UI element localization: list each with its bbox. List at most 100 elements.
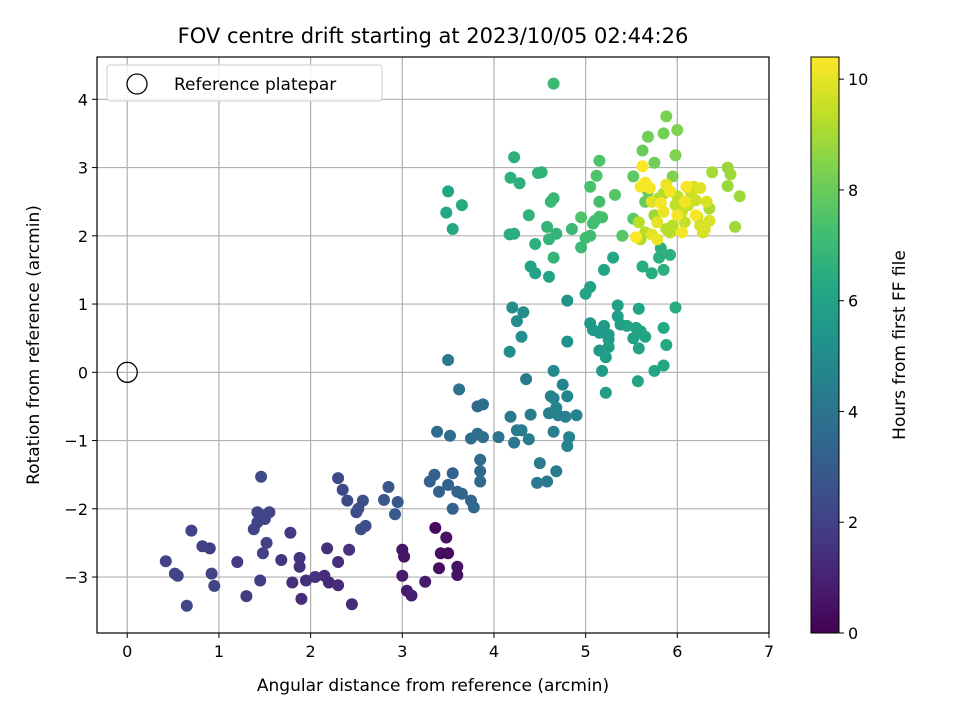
data-point (444, 429, 456, 442)
data-point (584, 180, 597, 193)
data-point (515, 424, 528, 437)
data-point (645, 267, 658, 280)
data-point (729, 220, 742, 233)
data-point (607, 251, 620, 264)
data-point (648, 156, 661, 169)
data-point (503, 345, 516, 358)
data-point (474, 453, 487, 466)
data-point (442, 547, 455, 560)
colorbar-tick-label: 8 (848, 181, 858, 200)
data-point (208, 579, 221, 592)
data-point (398, 550, 411, 563)
data-point (561, 390, 574, 403)
data-point (593, 154, 606, 167)
data-point (433, 562, 445, 575)
colorbar: 0 2 4 6 8 10 Hours from first FF file (810, 56, 910, 643)
data-point (185, 524, 198, 537)
x-tick-label: 3 (397, 642, 407, 661)
colorbar-tick-label: 6 (848, 292, 858, 311)
data-point (474, 465, 487, 478)
data-point (196, 540, 209, 553)
data-point (378, 493, 390, 506)
data-point (706, 166, 719, 179)
data-point (260, 536, 273, 549)
data-point (440, 531, 453, 544)
data-point (506, 301, 519, 314)
data-point (508, 227, 521, 240)
data-point (256, 547, 269, 560)
data-point (504, 171, 517, 184)
data-point (671, 124, 684, 136)
data-point (639, 330, 652, 343)
data-point (660, 110, 673, 123)
data-point (318, 569, 331, 582)
y-tick-label: −2 (64, 500, 88, 519)
data-point (440, 206, 453, 219)
y-tick-label: 2 (78, 227, 88, 246)
data-point (547, 251, 560, 264)
data-point (389, 508, 401, 521)
data-point (522, 209, 535, 222)
data-point (332, 472, 345, 485)
data-point (590, 169, 603, 182)
data-point (321, 542, 334, 555)
y-tick-label: 0 (78, 363, 88, 382)
data-point (240, 590, 253, 603)
data-point (231, 556, 244, 568)
data-point (563, 431, 576, 444)
data-point (284, 526, 297, 539)
data-point (343, 543, 356, 556)
data-point (541, 220, 554, 233)
y-tick-label: 4 (78, 90, 88, 109)
data-point (657, 359, 670, 372)
data-point (651, 233, 664, 246)
data-point (733, 190, 746, 203)
data-point (547, 364, 560, 377)
data-point (254, 574, 267, 587)
data-point (477, 398, 489, 411)
data-point (446, 223, 459, 235)
data-point (547, 392, 560, 405)
data-point (275, 554, 288, 566)
data-point (664, 185, 676, 198)
x-tick-label: 4 (489, 642, 499, 661)
data-point (446, 502, 459, 515)
data-point (533, 457, 546, 470)
data-point (455, 487, 468, 500)
data-point (332, 579, 345, 592)
data-point (680, 180, 693, 193)
data-point (550, 227, 563, 240)
data-point (442, 478, 455, 491)
data-point (492, 431, 505, 444)
data-point (547, 192, 560, 205)
data-point (630, 231, 643, 244)
legend: Reference platepar (106, 64, 383, 102)
data-point (666, 219, 679, 232)
legend-box (106, 64, 383, 102)
data-point (575, 241, 588, 254)
colorbar-tick-label: 2 (848, 513, 858, 532)
y-tick-label: 1 (78, 295, 88, 314)
data-point (520, 373, 533, 386)
data-point (724, 168, 737, 181)
data-point (602, 341, 615, 353)
data-point (689, 194, 702, 207)
x-tick-label: 7 (764, 642, 774, 661)
data-point (428, 468, 441, 481)
data-point (611, 299, 624, 312)
data-point (575, 211, 588, 224)
data-point (336, 483, 349, 496)
data-point (341, 494, 354, 507)
data-point (556, 378, 569, 391)
data-point (584, 281, 597, 293)
data-point (593, 195, 606, 208)
data-point (535, 166, 548, 179)
reference-marker-group (116, 361, 138, 383)
data-point (636, 144, 649, 157)
data-point (293, 551, 306, 564)
data-point (584, 229, 597, 242)
data-point (515, 330, 528, 343)
scatter-points (159, 77, 746, 612)
data-point (547, 425, 560, 438)
